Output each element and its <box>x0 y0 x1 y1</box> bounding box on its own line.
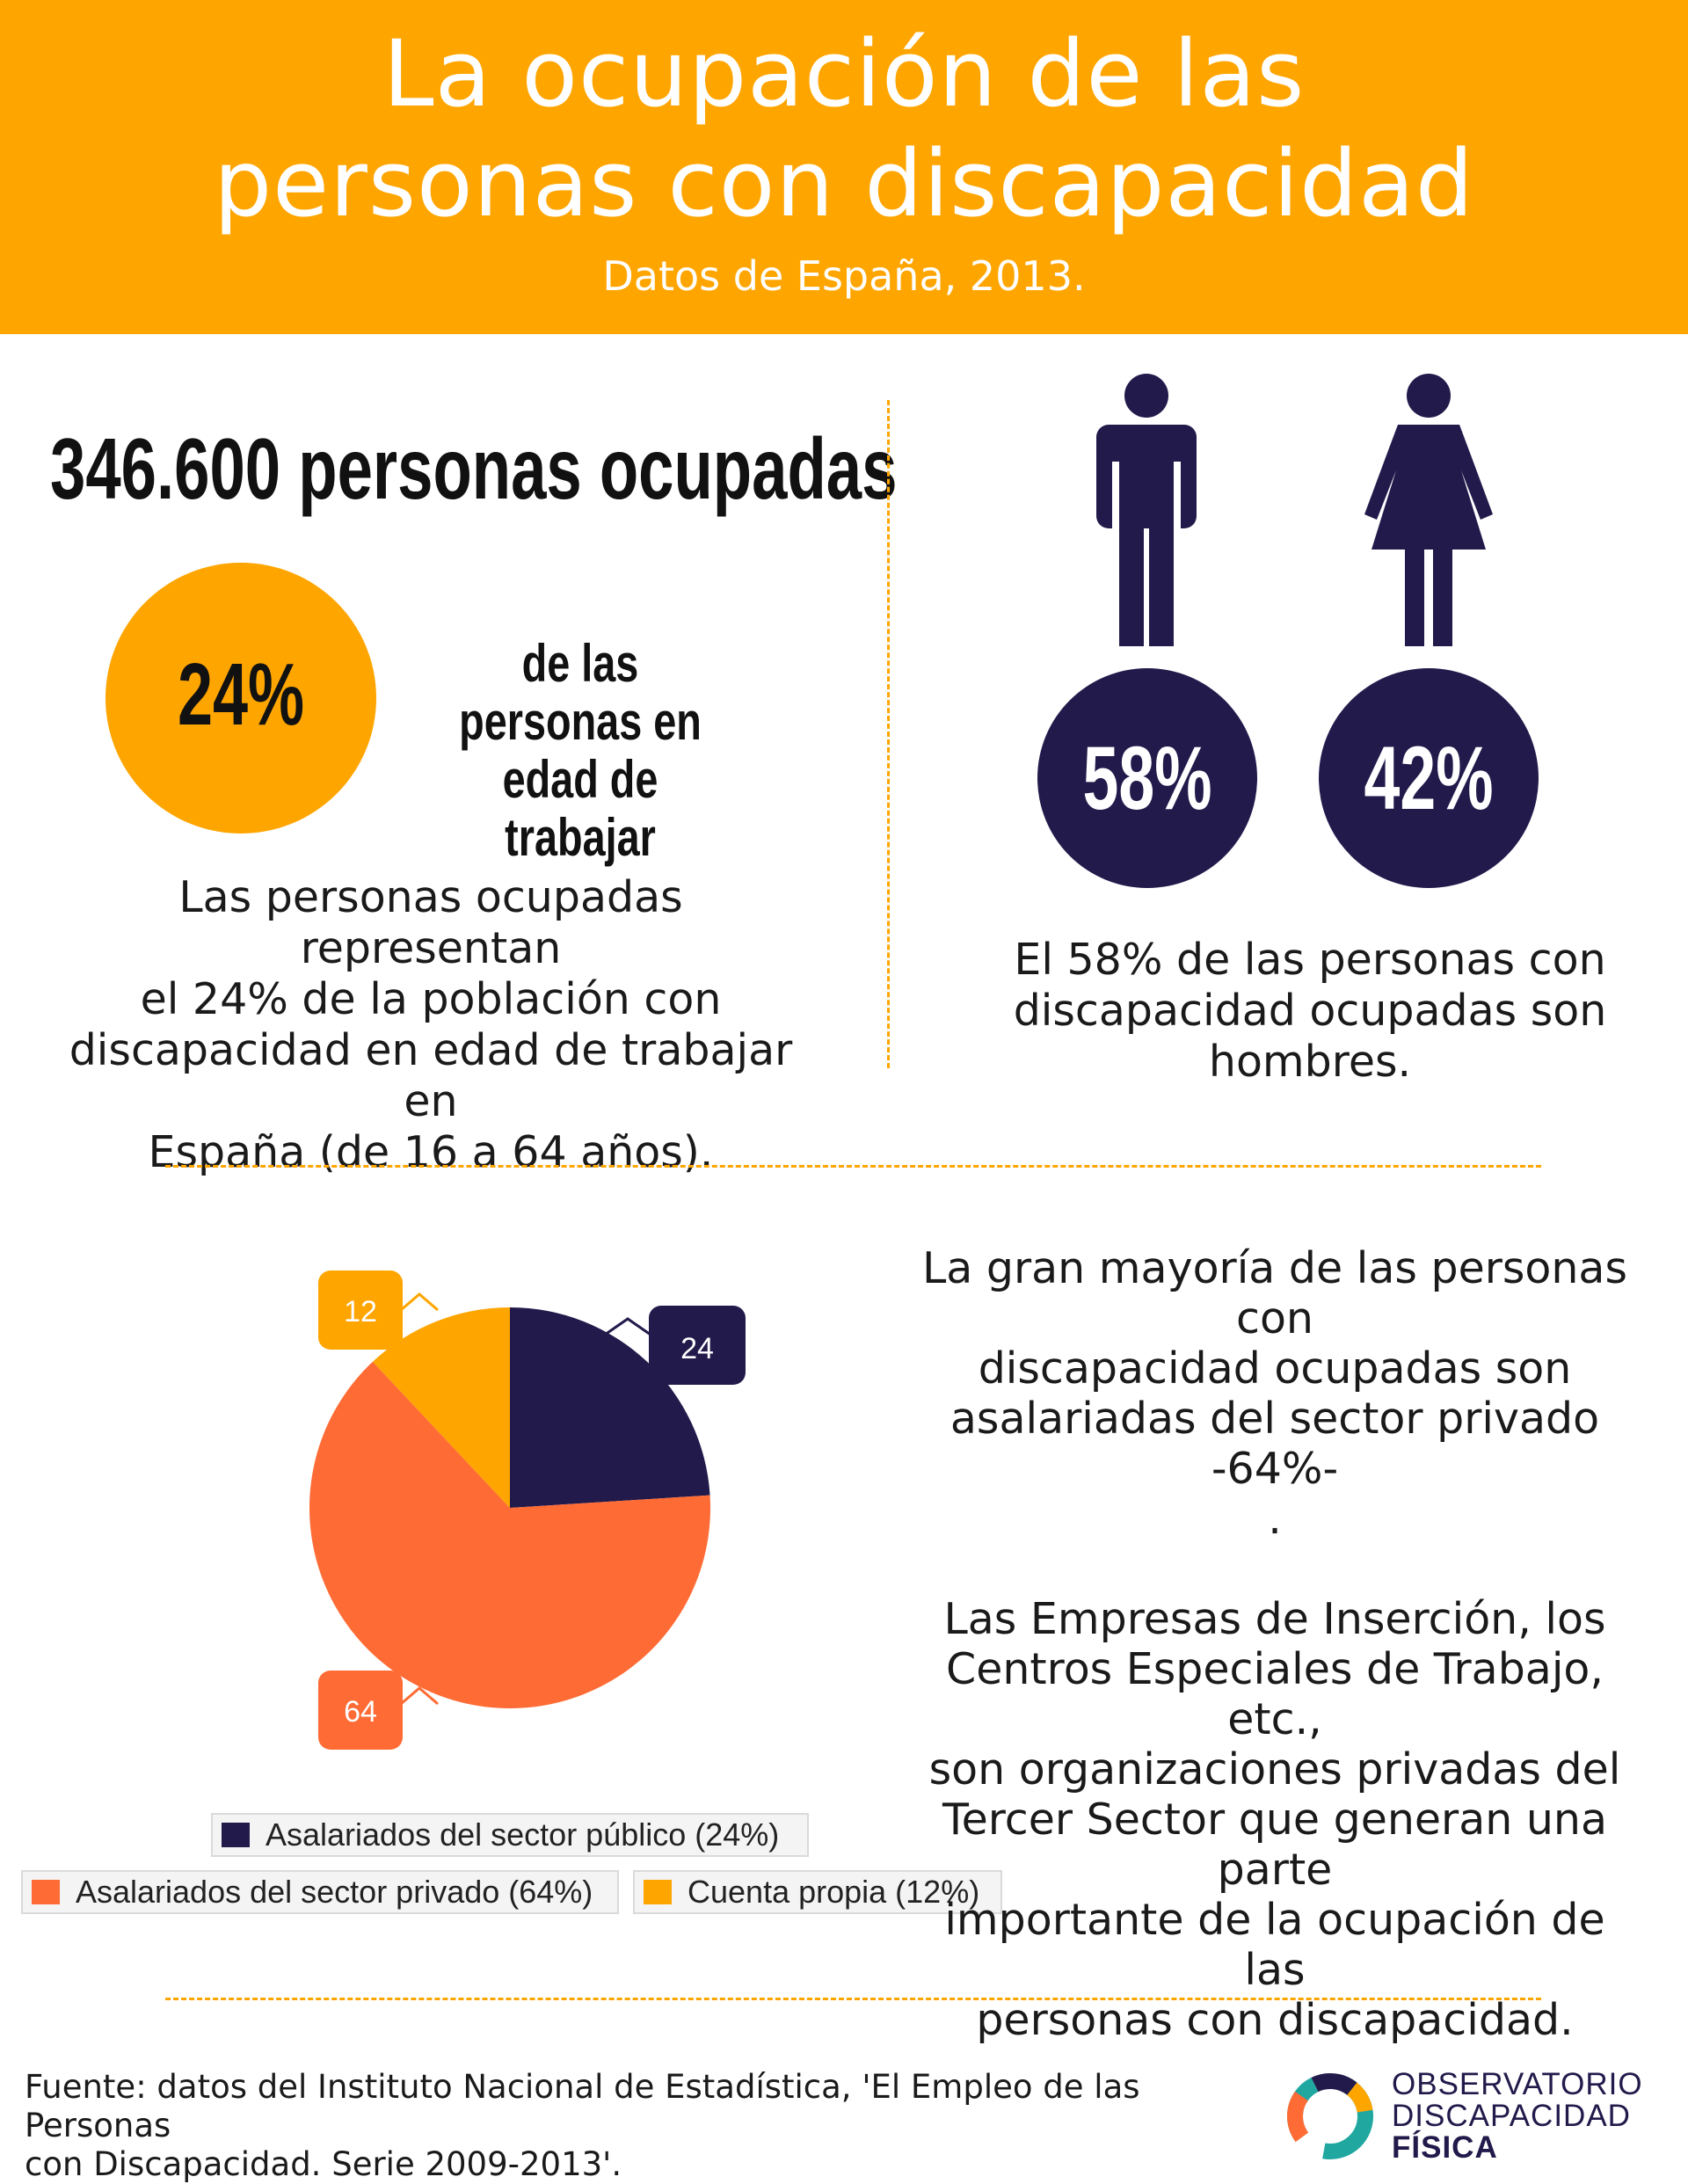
gender-desc-line: hombres. <box>1208 1037 1412 1087</box>
gender-description: El 58% de las personas con discapacidad … <box>976 935 1644 1088</box>
vertical-divider <box>887 400 890 1068</box>
commentary-line: son organizaciones privadas del <box>928 1744 1621 1795</box>
employed-description: Las personas ocupadas representan el 24%… <box>53 872 809 1178</box>
horizontal-divider-1 <box>165 1165 1541 1168</box>
man-icon <box>1096 374 1197 646</box>
commentary-line: importante de la ocupación de las <box>944 1895 1605 1995</box>
page-subtitle: Datos de España, 2013. <box>602 252 1086 300</box>
chart-commentary-para-2: Las Empresas de Inserción, los Centros E… <box>914 1594 1635 2045</box>
employed-desc-line: el 24% de la población con <box>140 974 722 1024</box>
legend-item-self-employed: Cuenta propia (12%) <box>633 1870 1002 1914</box>
legend-swatch-public <box>222 1823 250 1847</box>
commentary-line: . <box>1268 1494 1282 1544</box>
female-percent-value: 42% <box>1364 728 1494 828</box>
percent-label-line-2: edad de trabajar <box>502 750 658 867</box>
legend-label-public: Asalariados del sector público (24%) <box>266 1816 780 1853</box>
employed-desc-line: Las personas ocupadas representan <box>178 872 683 973</box>
employed-percent-value: 24% <box>177 645 305 744</box>
page-title: La ocupación de las personas con discapa… <box>0 19 1688 239</box>
employed-percent-label: de las personas en edad de trabajar <box>443 635 717 867</box>
employed-desc-line: discapacidad en edad de trabajar en <box>69 1025 793 1126</box>
callout-box-private <box>318 1671 403 1750</box>
chart-commentary-para-1: La gran mayoría de las personas con disc… <box>914 1243 1635 1544</box>
employed-count: 346.600 personas ocupadas <box>50 420 898 517</box>
employed-desc-line: España (de 16 a 64 años). <box>148 1127 714 1177</box>
source-line-2: con Discapacidad. Serie 2009-2013'. <box>25 2145 622 2183</box>
chart-commentary: La gran mayoría de las personas con disc… <box>914 1243 1635 2045</box>
woman-icon <box>1364 374 1493 646</box>
commentary-line: personas con discapacidad. <box>976 1995 1574 2045</box>
percent-label-line-1: de las personas en <box>459 634 702 751</box>
callout-box-self-employed <box>318 1270 403 1350</box>
title-line-1: La ocupación de las <box>382 20 1306 127</box>
observatorio-logo-icon <box>1287 2073 1373 2159</box>
observatorio-logo-text: OBSERVATORIO DISCAPACIDAD FÍSICA <box>1392 2069 1643 2164</box>
title-line-2: personas con discapacidad <box>214 130 1474 237</box>
male-percent-circle: 58% <box>1037 668 1257 888</box>
commentary-line: Centros Especiales de Trabajo, etc., <box>946 1644 1604 1744</box>
female-percent-circle: 42% <box>1319 668 1539 888</box>
commentary-line: La gran mayoría de las personas con <box>922 1243 1627 1343</box>
commentary-line: Las Empresas de Inserción, los <box>943 1594 1606 1644</box>
data-label-public: 24 <box>680 1332 714 1365</box>
commentary-line: asalariadas del sector privado -64%- <box>950 1394 1600 1494</box>
commentary-line: Tercer Sector que generan una parte <box>942 1795 1607 1895</box>
logo-line-2: DISCAPACIDAD <box>1392 2099 1631 2133</box>
legend-label-private: Asalariados del sector privado (64%) <box>76 1874 593 1910</box>
data-label-self-employed: 12 <box>344 1295 377 1329</box>
legend-swatch-self-employed <box>644 1880 672 1904</box>
legend-swatch-private <box>32 1880 60 1904</box>
legend-item-private: Asalariados del sector privado (64%) <box>21 1870 619 1914</box>
employment-pie-chart: 24 64 12 <box>309 1270 746 1750</box>
pie-slice-private <box>309 1361 710 1708</box>
commentary-line: discapacidad ocupadas son <box>978 1343 1572 1394</box>
callout-leader-self-employed <box>400 1292 439 1312</box>
header-banner: La ocupación de las personas con discapa… <box>0 0 1688 334</box>
gender-desc-line: El 58% de las personas con <box>1014 935 1606 985</box>
legend-label-self-employed: Cuenta propia (12%) <box>688 1874 980 1910</box>
data-label-private: 64 <box>344 1695 377 1729</box>
logo-line-1: OBSERVATORIO <box>1392 2067 1643 2101</box>
gender-desc-line: discapacidad ocupadas son <box>1013 986 1607 1036</box>
employed-percent-circle: 24% <box>106 563 376 834</box>
legend-item-public: Asalariados del sector público (24%) <box>211 1813 809 1857</box>
source-citation: Fuente: datos del Instituto Nacional de … <box>25 2068 1255 2184</box>
callout-leader-private <box>400 1686 439 1706</box>
logo-line-3: FÍSICA <box>1392 2130 1498 2165</box>
source-line-1: Fuente: datos del Instituto Nacional de … <box>25 2068 1140 2144</box>
callout-box-public <box>649 1306 746 1385</box>
callout-leader-public <box>604 1317 651 1336</box>
horizontal-divider-2 <box>165 1998 1541 2000</box>
pie-slice-self-employed <box>372 1307 510 1508</box>
pie-slice-public <box>510 1307 710 1508</box>
male-percent-value: 58% <box>1082 728 1212 828</box>
